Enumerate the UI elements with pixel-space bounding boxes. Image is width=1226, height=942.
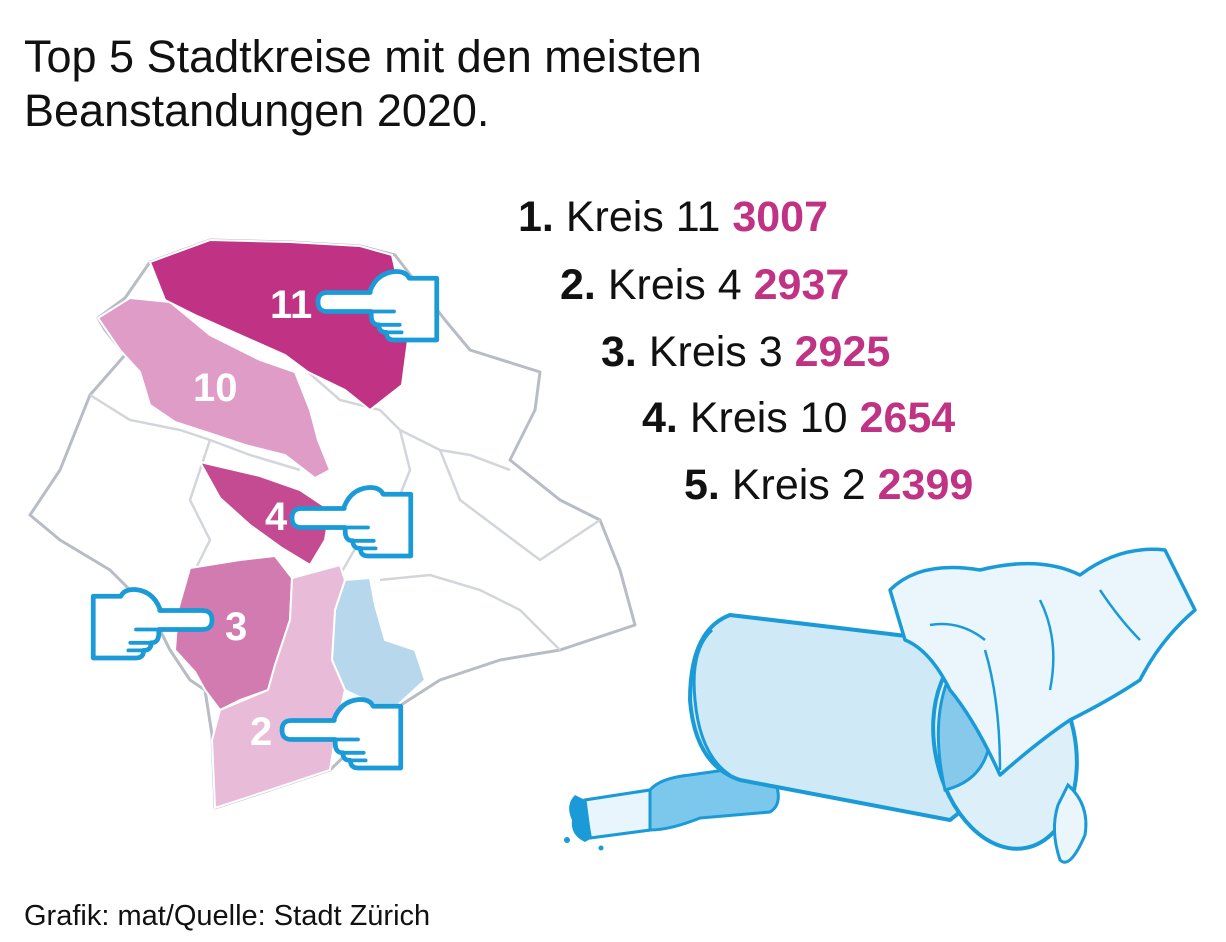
map-label-kreis-2: 2	[250, 710, 272, 754]
ranking-rank: 5.	[684, 461, 720, 509]
map-label-kreis-10: 10	[193, 366, 238, 410]
ranking-label: Kreis 3	[648, 328, 783, 376]
ranking-value: 3007	[732, 193, 829, 241]
map-label-kreis-3: 3	[225, 605, 247, 649]
ranking-label: Kreis 4	[607, 261, 742, 309]
bottle-icon	[564, 763, 780, 851]
source-credit: Grafik: mat/Quelle: Stadt Zürich	[24, 900, 431, 932]
ranking-rank: 4.	[642, 394, 678, 442]
ranking-item-3: 3. Kreis 3 2925	[601, 327, 890, 377]
map-label-kreis-11: 11	[270, 283, 312, 327]
district-kreis-4	[198, 460, 332, 567]
ranking-value: 2399	[877, 461, 974, 509]
ranking-item-1: 1. Kreis 11 3007	[518, 192, 828, 242]
ranking-label: Kreis 10	[689, 394, 848, 442]
district-kreis-11	[148, 238, 410, 412]
ranking-value: 2937	[753, 261, 850, 309]
ranking-rank: 3.	[601, 328, 637, 376]
ranking-item-5: 5. Kreis 2 2399	[684, 460, 973, 510]
ranking-item-4: 4. Kreis 10 2654	[642, 393, 955, 443]
ranking-label: Kreis 11	[565, 193, 721, 241]
district-boundaries	[89, 364, 601, 651]
district-kreis-2	[210, 563, 347, 810]
ranking-label: Kreis 2	[731, 461, 866, 509]
ranking-value: 2654	[859, 394, 956, 442]
ranking-item-2: 2. Kreis 4 2937	[560, 260, 849, 310]
page-title: Top 5 Stadtkreise mit den meisten Beanst…	[24, 31, 702, 136]
district-kreis-10	[96, 296, 332, 480]
map-label-kreis-4: 4	[265, 495, 288, 539]
trash-can-icon	[688, 547, 1197, 864]
ranking-rank: 1.	[518, 193, 554, 241]
ranking-rank: 2.	[560, 261, 596, 309]
ranking-value: 2925	[794, 328, 891, 376]
